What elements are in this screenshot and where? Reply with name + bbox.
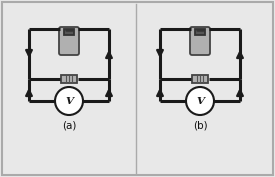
FancyBboxPatch shape (190, 27, 210, 55)
Circle shape (55, 87, 83, 115)
Text: V: V (196, 97, 204, 106)
Bar (64, 29, 74, 35)
Text: (b): (b) (193, 120, 207, 130)
Text: V: V (65, 97, 73, 106)
Bar (192, 75, 208, 83)
FancyBboxPatch shape (59, 27, 79, 55)
Text: (a): (a) (62, 120, 76, 130)
Circle shape (186, 87, 214, 115)
Bar (61, 75, 77, 83)
Bar (195, 29, 205, 35)
